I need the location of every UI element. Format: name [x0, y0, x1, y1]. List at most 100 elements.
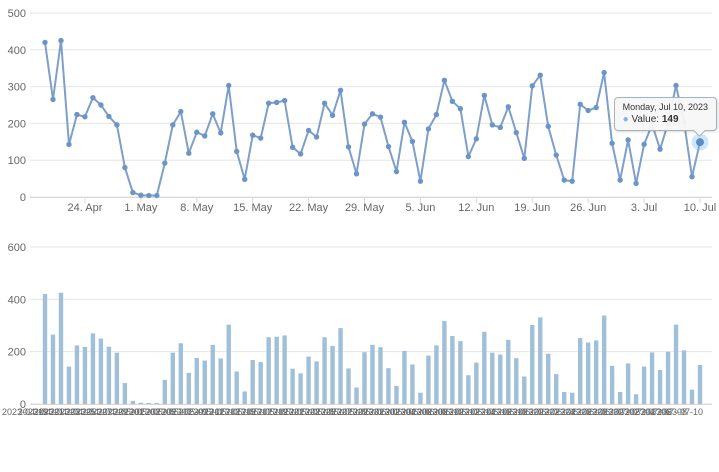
data-point-marker[interactable]: [234, 148, 240, 155]
bar[interactable]: [522, 376, 527, 404]
data-point-marker[interactable]: [74, 111, 80, 118]
data-point-marker[interactable]: [385, 143, 392, 150]
bar[interactable]: [330, 345, 335, 404]
bar[interactable]: [593, 340, 599, 404]
data-point-marker[interactable]: [281, 97, 288, 104]
bar[interactable]: [322, 337, 327, 404]
data-point-marker[interactable]: [138, 192, 144, 198]
data-point-marker[interactable]: [98, 102, 104, 108]
bar[interactable]: [370, 344, 375, 404]
bar[interactable]: [354, 387, 359, 404]
data-point-marker[interactable]: [401, 119, 408, 125]
bar[interactable]: [434, 345, 439, 404]
data-point-marker[interactable]: [369, 111, 376, 117]
bar[interactable]: [146, 402, 152, 404]
bar[interactable]: [202, 360, 207, 404]
data-point-marker[interactable]: [633, 180, 639, 187]
data-point-marker[interactable]: [681, 118, 687, 125]
bar[interactable]: [178, 343, 183, 404]
data-point-marker[interactable]: [66, 141, 72, 148]
data-point-marker[interactable]: [513, 129, 519, 136]
data-point-marker[interactable]: [249, 132, 256, 138]
data-point-marker[interactable]: [593, 104, 599, 111]
bar[interactable]: [418, 392, 423, 404]
data-point-marker[interactable]: [481, 92, 488, 99]
bar[interactable]: [442, 321, 447, 404]
bar[interactable]: [42, 294, 48, 404]
bar[interactable]: [673, 324, 679, 404]
data-point-marker[interactable]: [305, 127, 312, 134]
data-point-marker[interactable]: [673, 82, 679, 89]
data-point-marker[interactable]: [417, 178, 424, 184]
bar[interactable]: [298, 373, 303, 404]
data-point-marker[interactable]: [545, 123, 551, 130]
bar[interactable]: [314, 361, 319, 404]
bar[interactable]: [426, 355, 431, 404]
bar[interactable]: [689, 389, 695, 404]
bar[interactable]: [130, 400, 136, 404]
data-point-marker[interactable]: [449, 98, 456, 105]
bar[interactable]: [74, 345, 80, 404]
bar[interactable]: [681, 350, 687, 404]
bar[interactable]: [234, 371, 239, 404]
data-point-marker[interactable]: [393, 168, 400, 175]
bar[interactable]: [474, 362, 479, 404]
data-point-marker[interactable]: [577, 101, 583, 107]
data-point-marker[interactable]: [321, 100, 328, 106]
bar[interactable]: [649, 352, 655, 404]
data-point-marker[interactable]: [329, 112, 336, 119]
data-point-marker[interactable]: [361, 121, 368, 127]
bar[interactable]: [282, 335, 287, 404]
bar[interactable]: [186, 372, 191, 404]
data-point-marker[interactable]: [345, 144, 352, 150]
bar[interactable]: [657, 369, 663, 404]
bar[interactable]: [90, 333, 96, 404]
bar[interactable]: [577, 338, 583, 404]
data-point-marker[interactable]: [521, 155, 527, 162]
data-point-marker[interactable]: [122, 164, 128, 171]
data-point-marker[interactable]: [505, 104, 511, 110]
data-point-marker[interactable]: [433, 111, 440, 118]
bar[interactable]: [122, 383, 128, 404]
data-point-marker[interactable]: [146, 192, 152, 199]
bar[interactable]: [162, 379, 168, 404]
data-point-marker[interactable]: [441, 77, 448, 84]
data-point-marker[interactable]: [665, 120, 671, 127]
data-point-marker[interactable]: [617, 177, 623, 183]
data-point-marker[interactable]: [569, 178, 575, 184]
data-point-marker[interactable]: [313, 134, 320, 140]
bar[interactable]: [569, 392, 575, 404]
bar[interactable]: [98, 338, 104, 404]
bar[interactable]: [82, 346, 88, 404]
data-point-marker[interactable]: [106, 113, 112, 120]
bar[interactable]: [633, 394, 639, 404]
bar[interactable]: [697, 365, 703, 404]
bar[interactable]: [506, 339, 511, 404]
bar[interactable]: [530, 324, 535, 404]
bar[interactable]: [194, 357, 199, 404]
bar[interactable]: [258, 362, 263, 404]
data-point-marker[interactable]: [210, 111, 216, 117]
data-point-marker[interactable]: [226, 82, 232, 89]
bar[interactable]: [346, 368, 351, 404]
bar[interactable]: [218, 358, 223, 404]
bar[interactable]: [641, 366, 647, 404]
bar[interactable]: [458, 341, 463, 404]
bar[interactable]: [250, 360, 255, 404]
data-point-marker[interactable]: [409, 138, 416, 145]
data-point-marker[interactable]: [689, 174, 695, 180]
data-point-marker[interactable]: [337, 87, 344, 93]
data-point-marker[interactable]: [82, 114, 88, 120]
bar[interactable]: [538, 317, 543, 404]
data-point-marker[interactable]: [641, 141, 647, 148]
data-point-marker[interactable]: [625, 137, 631, 143]
data-point-marker[interactable]: [218, 130, 224, 136]
bar[interactable]: [66, 366, 72, 404]
data-point-marker[interactable]: [202, 133, 208, 139]
data-point-marker[interactable]: [154, 192, 160, 199]
data-point-marker[interactable]: [257, 135, 264, 141]
data-point-marker[interactable]: [114, 122, 120, 128]
bar[interactable]: [490, 352, 495, 404]
data-point-marker[interactable]: [162, 160, 168, 166]
bar[interactable]: [609, 365, 615, 404]
